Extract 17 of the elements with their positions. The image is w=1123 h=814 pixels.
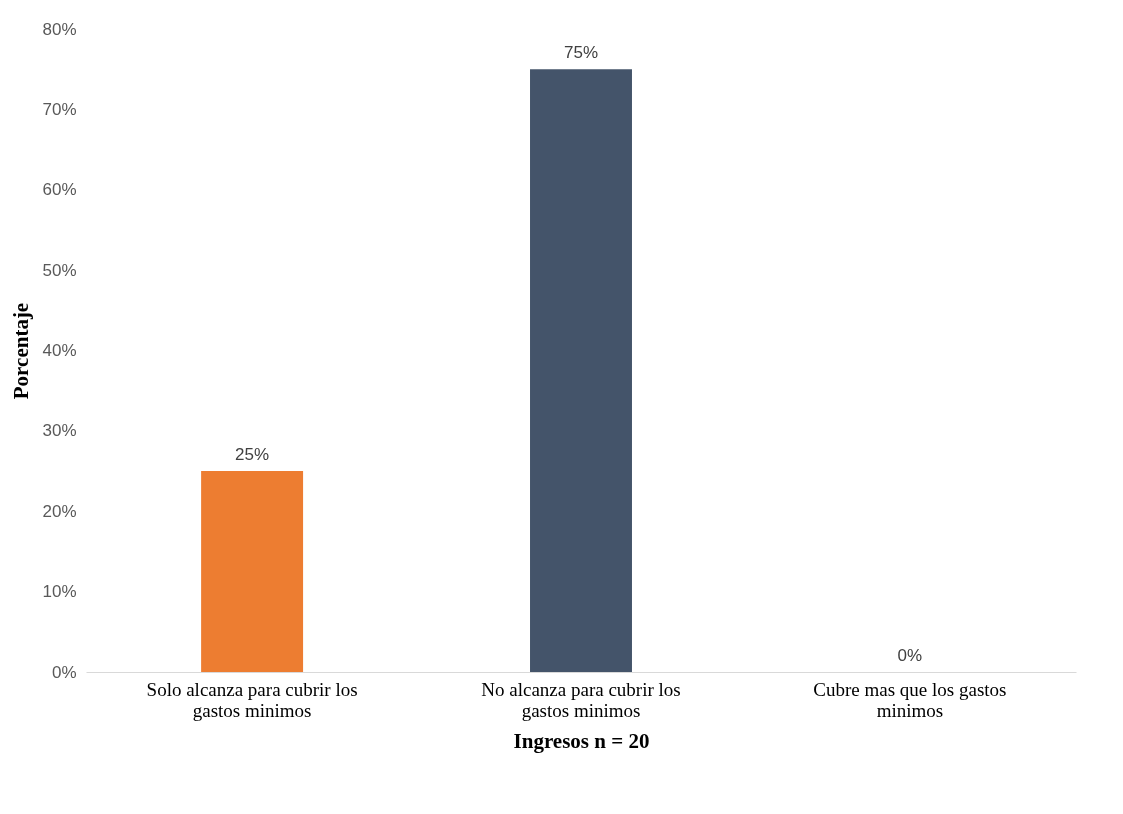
data-label: 75% <box>563 43 599 63</box>
y-tick-label: 30% <box>42 421 77 441</box>
y-tick-label: 70% <box>42 99 77 119</box>
data-label: 25% <box>235 445 270 465</box>
y-tick-label: 60% <box>42 180 77 200</box>
y-tick-label: 80% <box>42 19 77 39</box>
x-tick-label: Cubre mas que los gastos minimos <box>813 678 1007 721</box>
y-tick-label: 20% <box>42 501 77 521</box>
x-tick-label: No alcanza para cubrir los gastos minimos <box>481 678 681 721</box>
y-tick-label: 10% <box>42 582 77 602</box>
data-label: 0% <box>897 646 923 665</box>
y-tick-label: 50% <box>42 260 77 280</box>
x-tick-label: Solo alcanza para cubrir los gastos minimos <box>146 678 358 721</box>
y-tick-label: 0% <box>51 662 77 682</box>
x-axis-title: Ingresos n = 20 <box>513 728 650 753</box>
y-axis-title: Porcentaje <box>9 302 34 400</box>
y-tick-label: 40% <box>42 341 77 360</box>
